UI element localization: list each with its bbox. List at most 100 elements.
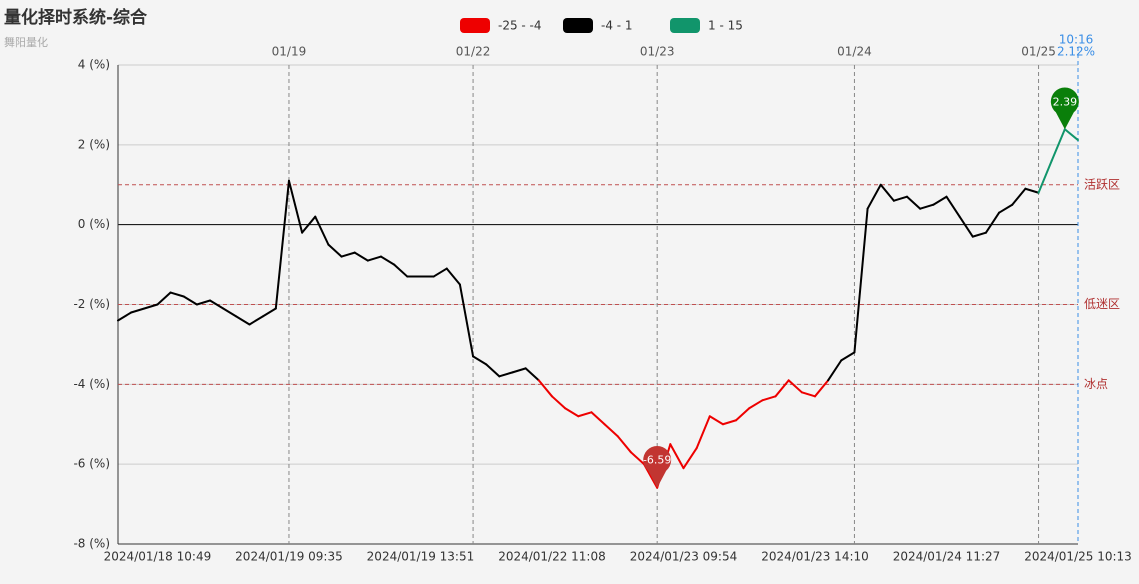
line-segment: [458, 283, 475, 358]
day-label: 01/23: [640, 45, 675, 59]
line-segment: [353, 251, 369, 262]
y-tick-label: -8 (%): [73, 537, 110, 551]
mark-line-label: 低迷区: [1084, 297, 1120, 311]
line-segment: [998, 203, 1014, 214]
line-segment: [248, 315, 264, 326]
line-segment: [235, 315, 251, 326]
line-segment: [774, 379, 790, 398]
line-segment: [866, 183, 882, 210]
line-segment: [209, 299, 225, 310]
legend-label: -25 - -4: [498, 19, 542, 33]
line-segment: [958, 215, 974, 238]
legend-swatch: [563, 18, 593, 33]
cursor-value: 2.12%: [1057, 45, 1095, 59]
line-segment: [314, 215, 330, 246]
line-segment: [616, 435, 632, 454]
line-segment: [1011, 187, 1027, 206]
max-pin-label: 2.39: [1053, 95, 1078, 108]
x-tick-label: 2024/01/18 10:49: [104, 550, 212, 564]
legend-swatch: [670, 18, 700, 33]
line-segment: [971, 231, 987, 238]
line-segment: [274, 179, 290, 310]
day-label: 01/25: [1021, 45, 1056, 59]
line-segment: [879, 183, 895, 202]
line-segment: [932, 195, 948, 206]
x-tick-label: 2024/01/22 11:08: [498, 550, 606, 564]
legend-swatch: [460, 18, 490, 33]
line-segment: [761, 395, 777, 402]
y-tick-label: -2 (%): [73, 297, 110, 311]
y-tick-label: -4 (%): [73, 377, 110, 391]
line-segment: [301, 215, 317, 234]
day-label: 01/22: [456, 45, 491, 59]
x-tick-label: 2024/01/25 10:13: [1024, 550, 1132, 564]
line-segment: [524, 367, 540, 382]
mark-line-label: 活跃区: [1084, 177, 1120, 191]
line-segment: [603, 423, 619, 438]
y-tick-label: 0 (%): [78, 217, 110, 231]
line-segment: [853, 207, 869, 354]
line-segment: [787, 379, 803, 394]
min-pin: [643, 445, 672, 488]
line-segment: [945, 195, 961, 218]
line-segment: [432, 267, 448, 278]
line-segment: [906, 195, 922, 210]
line-segment: [550, 395, 567, 410]
day-label: 01/24: [837, 45, 872, 59]
max-pin: [1050, 87, 1079, 130]
line-segment: [485, 363, 501, 378]
line-segment: [195, 299, 212, 306]
chart-subtitle: 舞阳量化: [4, 35, 48, 49]
line-segment: [919, 203, 935, 210]
line-segment: [892, 195, 909, 202]
line-segment: [156, 291, 172, 306]
line-segment: [695, 415, 711, 450]
day-label: 01/19: [272, 45, 307, 59]
line-segment: [366, 255, 383, 262]
line-segment: [117, 311, 133, 322]
line-segment: [130, 307, 146, 314]
line-segment: [984, 211, 1001, 234]
line-segment: [708, 415, 724, 426]
legend-label: 1 - 15: [708, 19, 743, 33]
y-tick-label: -6 (%): [73, 457, 110, 471]
line-segment: [445, 267, 461, 286]
line-segment: [735, 407, 751, 422]
line-segment: [393, 263, 409, 278]
line-segment: [827, 359, 843, 382]
line-segment: [1024, 187, 1040, 194]
line-segment: [669, 443, 685, 470]
line-segment: [340, 251, 356, 258]
x-tick-label: 2024/01/23 14:10: [761, 550, 869, 564]
line-segment: [629, 451, 646, 466]
y-tick-label: 4 (%): [78, 58, 110, 72]
line-segment: [1050, 128, 1066, 162]
line-segment: [472, 355, 488, 366]
line-segment: [813, 379, 830, 398]
y-tick-label: 2 (%): [78, 137, 110, 151]
line-segment: [800, 391, 816, 398]
line-segment: [380, 255, 396, 266]
line-segment: [590, 411, 606, 426]
cursor-time: 10:16: [1059, 33, 1094, 47]
line-segment: [682, 447, 698, 470]
legend-label: -4 - 1: [601, 19, 633, 33]
line-segment: [564, 407, 580, 418]
line-segment: [840, 351, 856, 362]
mark-line-label: 冰点: [1084, 377, 1108, 391]
line-segment: [748, 399, 764, 410]
line-segment: [537, 379, 553, 398]
min-pin-label: -6.59: [643, 454, 671, 467]
line-segment: [577, 411, 593, 418]
line-segment: [327, 243, 343, 258]
line-segment: [511, 367, 527, 374]
line-segment: [721, 419, 738, 426]
x-tick-label: 2024/01/23 09:54: [630, 550, 738, 564]
line-segment: [169, 291, 185, 298]
line-segment: [1063, 128, 1079, 142]
line-segment: [1037, 159, 1053, 194]
line-segment: [287, 179, 304, 234]
